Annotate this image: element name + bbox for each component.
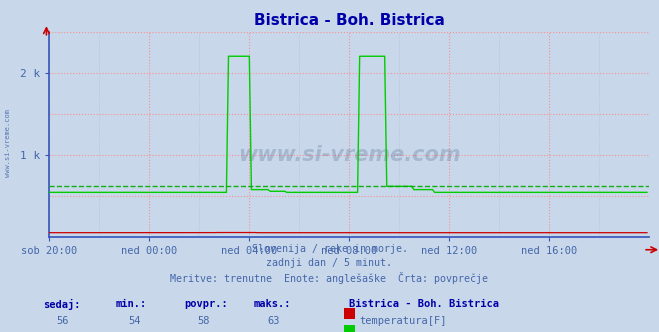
Text: maks.:: maks.: [254,299,291,309]
Text: 63: 63 [267,316,279,326]
Text: sedaj:: sedaj: [43,299,80,310]
Text: www.si-vreme.com: www.si-vreme.com [5,109,11,177]
Text: 58: 58 [198,316,210,326]
Title: Bistrica - Boh. Bistrica: Bistrica - Boh. Bistrica [254,13,445,28]
Text: 54: 54 [129,316,141,326]
Text: zadnji dan / 5 minut.: zadnji dan / 5 minut. [266,258,393,268]
Text: povpr.:: povpr.: [185,299,228,309]
Text: Meritve: trenutne  Enote: anglešaške  Črta: povprečje: Meritve: trenutne Enote: anglešaške Črta… [171,272,488,284]
Text: www.si-vreme.com: www.si-vreme.com [238,145,461,165]
Text: Bistrica - Boh. Bistrica: Bistrica - Boh. Bistrica [349,299,500,309]
Text: min.:: min.: [115,299,146,309]
Text: temperatura[F]: temperatura[F] [359,316,447,326]
Text: Slovenija / reke in morje.: Slovenija / reke in morje. [252,244,407,254]
Text: 56: 56 [56,316,69,326]
